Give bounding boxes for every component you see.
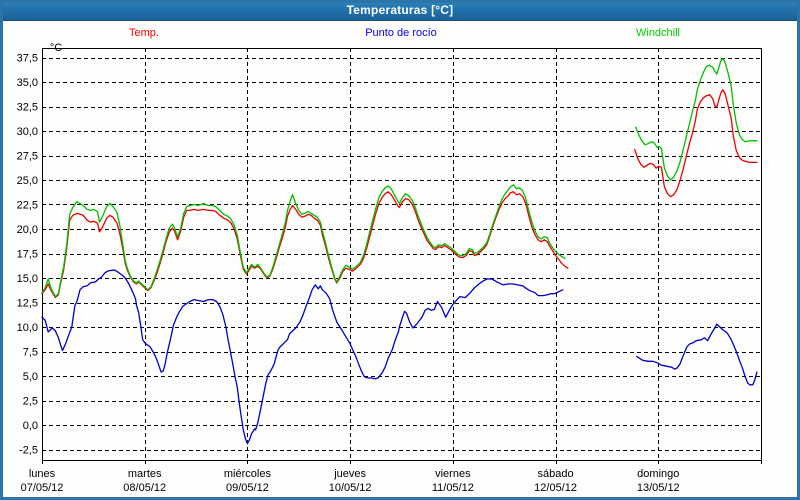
legend-item-dew-point: Punto de rocío xyxy=(365,27,437,39)
svg-text:32,5: 32,5 xyxy=(17,102,38,114)
legend-item-temp: Temp. xyxy=(129,27,159,39)
window-title: Temperaturas [°C] xyxy=(346,3,454,17)
svg-text:10,0: 10,0 xyxy=(17,322,38,334)
series-punto-de-roc-o xyxy=(41,269,758,445)
day-date-label: 11/05/12 xyxy=(432,482,474,494)
series-temp- xyxy=(41,89,758,299)
svg-text:22,5: 22,5 xyxy=(17,200,38,212)
svg-text:5,0: 5,0 xyxy=(23,371,38,383)
svg-text:0,0: 0,0 xyxy=(23,420,38,432)
svg-text:37,5: 37,5 xyxy=(17,53,38,65)
x-axis-labels: lunes 07/05/12 martes 08/05/12 miércoles 09/0… xyxy=(21,468,680,494)
grid-lines xyxy=(42,48,761,460)
day-date-label: 12/05/12 xyxy=(534,482,577,494)
day-date-label: 09/05/12 xyxy=(226,482,269,494)
day-name-label: viernes xyxy=(435,468,471,480)
day-name-label: sábado xyxy=(538,468,574,480)
day-date-label: 07/05/12 xyxy=(21,482,64,494)
day-date-label: 08/05/12 xyxy=(123,482,166,494)
y-axis-labels: 37,5 35,0 32,5 30,0 27,5 25,0 22,5 20,0 17,5 15,0… xyxy=(17,53,38,457)
svg-text:27,5: 27,5 xyxy=(17,151,38,163)
svg-text:20,0: 20,0 xyxy=(17,224,38,236)
plot-border xyxy=(42,48,762,464)
y-axis-unit-label: °C xyxy=(50,42,62,54)
series-windchill xyxy=(41,57,758,298)
svg-text:25,0: 25,0 xyxy=(17,175,38,187)
svg-text:7,5: 7,5 xyxy=(23,347,38,359)
legend-item-windchill: Windchill xyxy=(635,27,681,39)
day-name-label: miércoles xyxy=(224,468,272,480)
day-name-label: jueves xyxy=(333,468,366,480)
svg-text:17,5: 17,5 xyxy=(17,249,38,261)
svg-text:2,5: 2,5 xyxy=(23,396,38,408)
svg-text:35,0: 35,0 xyxy=(17,77,38,89)
svg-text:15,0: 15,0 xyxy=(17,273,38,285)
day-name-label: domingo xyxy=(637,468,679,480)
svg-text:30,0: 30,0 xyxy=(17,126,38,138)
day-name-label: lunes xyxy=(29,468,56,480)
svg-text:-2,5: -2,5 xyxy=(19,445,38,457)
day-date-label: 10/05/12 xyxy=(329,482,372,494)
window-titlebar: Temperaturas [°C] xyxy=(3,3,797,21)
svg-text:12,5: 12,5 xyxy=(17,298,38,310)
day-date-label: 13/05/12 xyxy=(637,482,680,494)
day-name-label: martes xyxy=(128,468,162,480)
